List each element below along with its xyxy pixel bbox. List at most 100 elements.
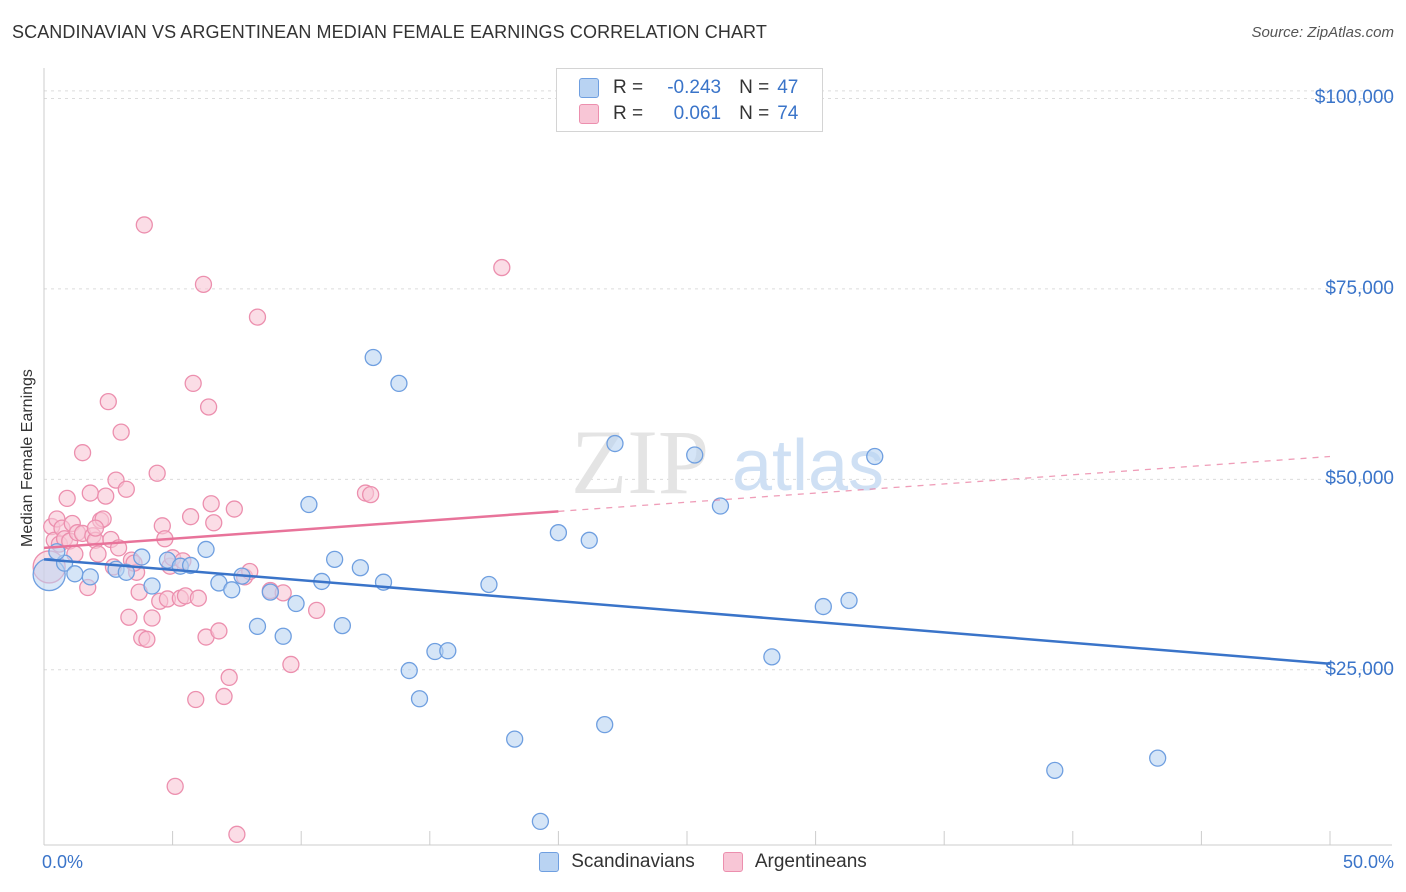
argentinean-point bbox=[120, 608, 138, 626]
scandinavian-point bbox=[1149, 749, 1167, 767]
scandinavian-point bbox=[1046, 761, 1064, 779]
argentinean-point bbox=[73, 444, 92, 462]
watermark-atlas: atlas bbox=[732, 426, 884, 506]
argentinean-point bbox=[89, 545, 107, 563]
scandinavian-point bbox=[390, 374, 408, 393]
argentinean-point bbox=[493, 258, 511, 277]
scandinavian-point bbox=[400, 661, 418, 680]
axes bbox=[43, 68, 1392, 846]
argentinean-point bbox=[187, 690, 205, 709]
argentinean-point bbox=[181, 508, 200, 526]
legend-swatch-blue bbox=[539, 852, 560, 872]
scandinavian-point bbox=[840, 591, 858, 610]
argentinean-point bbox=[215, 687, 233, 706]
scandinavian-point bbox=[606, 434, 624, 453]
r-label: R = bbox=[613, 77, 644, 98]
x-tick-min: 0.0% bbox=[42, 852, 84, 872]
y-tick-label: $75,000 bbox=[1325, 277, 1394, 299]
argentinean-point bbox=[202, 495, 220, 513]
n-value: 74 bbox=[777, 103, 799, 124]
argentinean-point bbox=[99, 393, 117, 411]
y-tick-label: $50,000 bbox=[1325, 468, 1394, 490]
argentinean-point bbox=[189, 589, 207, 607]
correlation-legend: R = -0.243 N = 47 R = 0.061 N = 74 bbox=[556, 68, 823, 132]
legend-item-argentineans[interactable]: Argentineans bbox=[722, 851, 867, 873]
y-tick-label: $100,000 bbox=[1314, 87, 1394, 109]
x-tick-max: 50.0% bbox=[1342, 852, 1394, 872]
y-axis-label: Median Female Earnings bbox=[19, 369, 36, 547]
scandinavian-point bbox=[351, 559, 370, 577]
scandinavian-point bbox=[364, 348, 382, 367]
r-value: 0.061 bbox=[673, 103, 722, 124]
legend-label: Scandinavians bbox=[571, 851, 695, 872]
legend-swatch-pink bbox=[722, 852, 743, 872]
argentinean-point bbox=[117, 480, 135, 498]
scandinavians-points bbox=[32, 348, 1167, 831]
argentinean-point bbox=[210, 622, 228, 640]
argentineans-trend-extension bbox=[558, 455, 1331, 512]
legend-item-scandinavians[interactable]: Scandinavians bbox=[539, 851, 695, 873]
legend-swatch-pink bbox=[579, 104, 599, 124]
scandinavians-trend-line bbox=[43, 558, 1331, 665]
n-label: N = bbox=[739, 103, 770, 124]
scandinavian-point bbox=[248, 617, 267, 636]
scandinavian-point bbox=[531, 812, 550, 831]
n-value: 47 bbox=[777, 77, 799, 98]
scandinavian-point bbox=[686, 446, 704, 464]
argentinean-point bbox=[138, 630, 156, 648]
scandinavian-point bbox=[66, 565, 84, 583]
legend-row-argentineans: R = 0.061 N = 74 bbox=[579, 101, 798, 127]
scandinavian-point bbox=[261, 583, 279, 601]
scandinavian-point bbox=[300, 495, 318, 514]
scandinavian-point bbox=[763, 648, 781, 666]
scandinavian-point bbox=[410, 690, 429, 708]
legend-row-scandinavians: R = -0.243 N = 47 bbox=[579, 75, 798, 101]
argentinean-point bbox=[97, 487, 115, 505]
r-value: -0.243 bbox=[667, 77, 722, 98]
scandinavian-point bbox=[333, 616, 352, 635]
scandinavian-point bbox=[439, 642, 457, 660]
argentinean-point bbox=[220, 668, 238, 687]
legend-label: Argentineans bbox=[754, 851, 867, 872]
scandinavian-point bbox=[287, 594, 305, 613]
scandinavian-point bbox=[580, 531, 598, 549]
argentinean-point bbox=[282, 655, 300, 674]
scandinavian-point bbox=[181, 556, 200, 575]
scandinavian-point bbox=[596, 715, 614, 734]
r-label: R = bbox=[613, 103, 644, 124]
scandinavian-point bbox=[117, 563, 135, 581]
argentinean-point bbox=[225, 500, 243, 518]
argentinean-point bbox=[307, 601, 326, 620]
argentinean-point bbox=[143, 609, 161, 627]
argentineans-points bbox=[32, 216, 511, 843]
argentinean-point bbox=[112, 423, 130, 441]
watermark-zip: ZIP bbox=[571, 411, 709, 513]
argentinean-point bbox=[135, 216, 153, 234]
scandinavian-point bbox=[81, 568, 99, 586]
series-legend: Scandinavians Argentineans bbox=[0, 851, 1406, 873]
legend-swatch-blue bbox=[579, 78, 599, 98]
argentineans-trend-line bbox=[43, 510, 559, 550]
scandinavian-point bbox=[866, 447, 884, 466]
scandinavian-point bbox=[197, 540, 215, 559]
trend-lines bbox=[43, 455, 1331, 665]
n-label: N = bbox=[739, 77, 770, 98]
scandinavian-point bbox=[814, 597, 832, 616]
argentinean-point bbox=[184, 374, 202, 393]
chart-title: SCANDINAVIAN VS ARGENTINEAN MEDIAN FEMAL… bbox=[12, 22, 767, 42]
scandinavian-point bbox=[325, 550, 344, 568]
argentinean-point bbox=[361, 485, 380, 504]
argentinean-point bbox=[58, 489, 76, 508]
argentinean-point bbox=[194, 275, 213, 293]
source-label: Source: ZipAtlas.com bbox=[1251, 24, 1394, 41]
argentinean-point bbox=[81, 484, 99, 502]
scandinavian-point bbox=[549, 524, 568, 542]
argentinean-point bbox=[148, 464, 166, 482]
argentinean-point bbox=[199, 398, 218, 416]
argentinean-point bbox=[205, 514, 223, 532]
scandinavian-point bbox=[143, 577, 161, 595]
argentinean-point bbox=[248, 308, 267, 326]
argentinean-point bbox=[228, 825, 246, 843]
argentinean-point bbox=[166, 777, 184, 795]
